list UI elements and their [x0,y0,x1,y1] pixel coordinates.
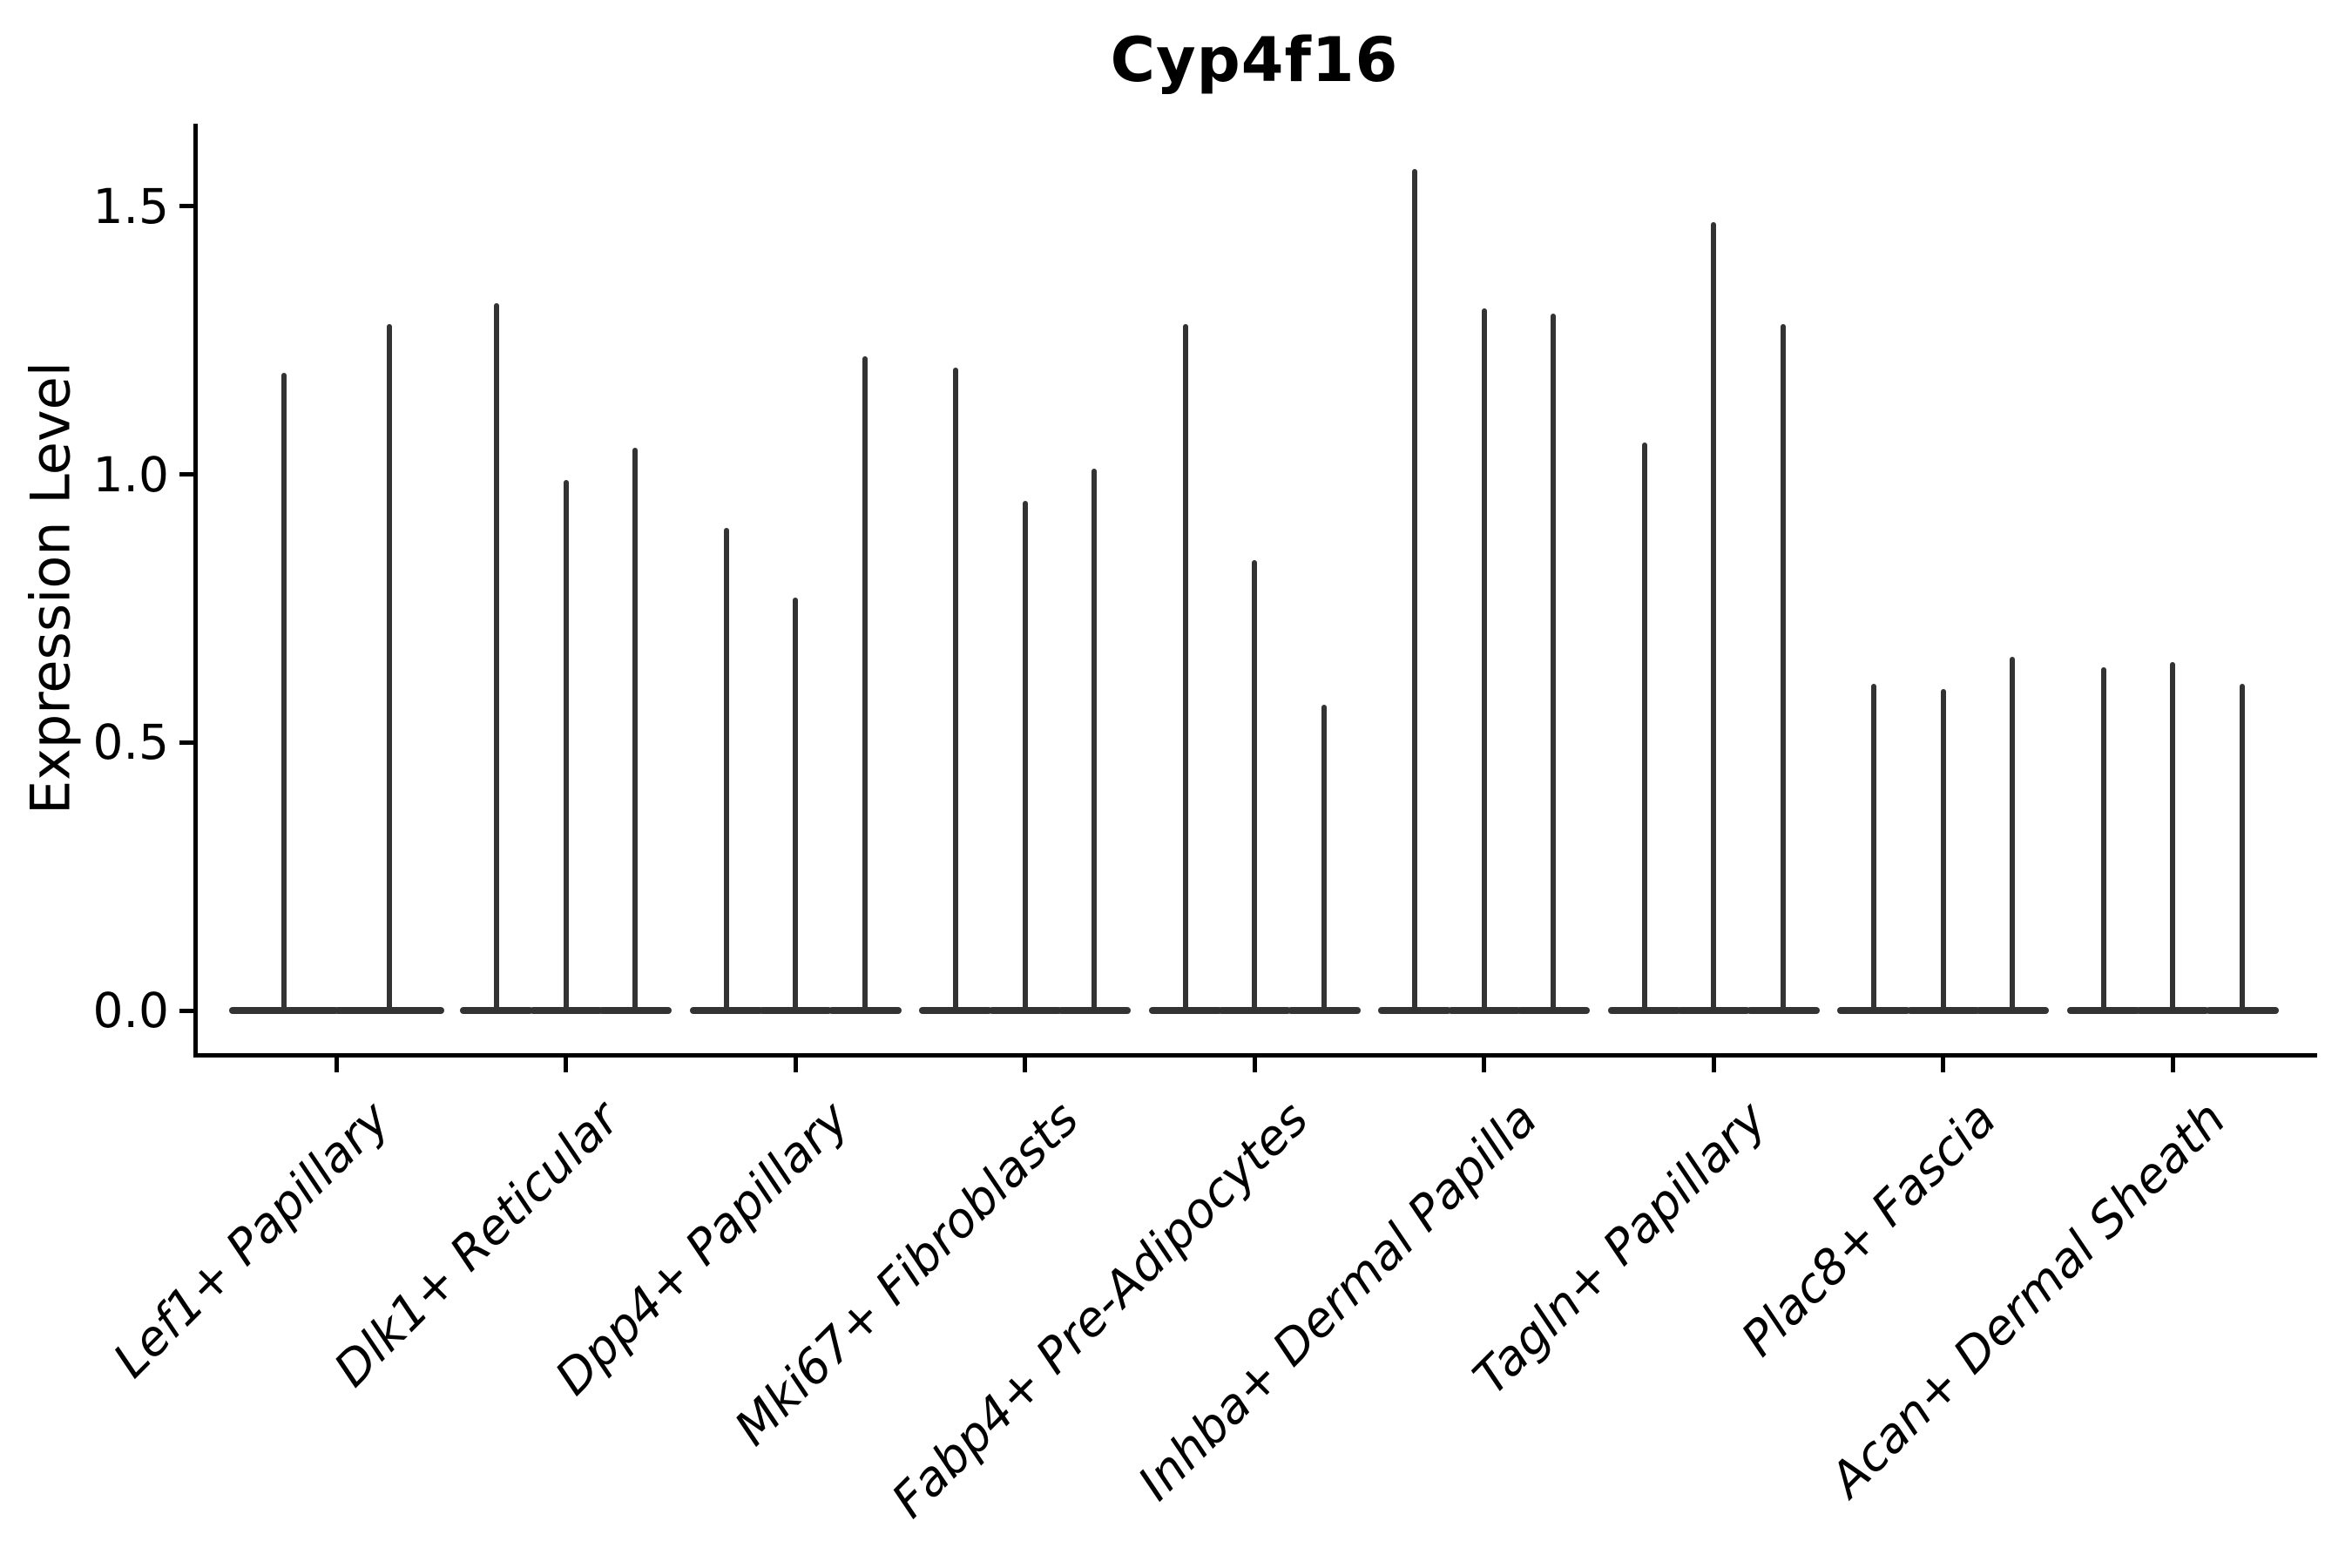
y-tick-label: 1.0 [92,446,169,503]
y-tick-label: 1.5 [92,178,169,234]
violin-spike [1481,308,1487,1010]
violin-baseline-disk [919,1007,992,1014]
violin-baseline-disk [1607,1007,1681,1014]
violin-spike [1252,560,1257,1010]
x-axis-tick [334,1058,339,1072]
violin-spike [494,302,499,1010]
y-axis-tick [179,740,193,745]
violin-baseline-disk [1976,1007,2049,1014]
violin-spike [2239,683,2245,1010]
violin-spike [280,372,287,1010]
violin-spike [1711,222,1716,1010]
violin-baseline-disk [1837,1007,1910,1014]
violin-spike [563,479,569,1010]
x-axis-tick [1711,1058,1716,1072]
violin-spike [1412,168,1417,1010]
y-tick-label: 0.0 [92,983,169,1038]
x-axis-tick [793,1058,798,1072]
violin-baseline-disk [228,1007,339,1014]
violin-spike [1022,501,1028,1010]
violin-spike [2010,656,2015,1010]
violin-baseline-disk [1287,1007,1361,1014]
y-axis-tick [179,472,193,477]
violin-spike [1551,313,1556,1010]
x-axis-tick [1482,1058,1486,1072]
x-axis-tick [1252,1058,1257,1072]
y-tick-label: 0.5 [92,714,169,771]
violin-spike [862,356,868,1010]
violin-baseline-disk [759,1007,832,1014]
violin-spike [2170,661,2175,1010]
violin-baseline-disk [334,1007,444,1014]
violin-baseline-disk [1058,1007,1131,1014]
x-axis-tick [1023,1058,1027,1072]
violin-spike [793,598,798,1010]
x-axis-tick [564,1058,568,1072]
y-axis-label: Expression Level [18,362,83,814]
plot-area [193,124,2317,1058]
violin-spike [632,447,638,1010]
violin-spike [1940,688,1946,1010]
violin-baseline-disk [2136,1007,2209,1014]
violin-spike [1871,683,1876,1010]
chart-title: Cyp4f16 [1110,24,1399,96]
x-tick-label: Inhba+ Dermal Papilla [1127,1091,1548,1511]
violin-baseline-disk [1906,1007,1980,1014]
violin-baseline-disk [1218,1007,1291,1014]
violin-spike [953,367,958,1010]
y-axis-tick [179,1008,193,1013]
violin-baseline-disk [1517,1007,1590,1014]
violin-baseline-disk [1677,1007,1750,1014]
y-axis-tick [179,204,193,209]
violin-spike [2100,667,2106,1010]
violin-spike [386,324,392,1010]
violin-baseline-disk [529,1007,603,1014]
x-axis-tick [2170,1058,2175,1072]
violin-baseline-disk [1746,1007,1820,1014]
violin-baseline-disk [1378,1007,1451,1014]
violin-spike [1092,469,1097,1010]
x-tick-label: Acan+ Dermal Sheath [1819,1091,2237,1508]
violin-spike [1641,442,1647,1010]
violin-baseline-disk [2066,1007,2140,1014]
violin-baseline-disk [988,1007,1062,1014]
violin-baseline-disk [828,1007,902,1014]
violin-spike [1182,324,1188,1010]
violin-baseline-disk [2205,1007,2279,1014]
violin-spike [723,528,729,1010]
violin-baseline-disk [460,1007,533,1014]
violin-spike [1321,705,1327,1010]
violin-baseline-disk [689,1007,763,1014]
violin-spike [1780,324,1786,1010]
violin-baseline-disk [598,1007,672,1014]
violin-baseline-disk [1447,1007,1521,1014]
x-axis-tick [1941,1058,1945,1072]
x-tick-label: Fabp4+ Pre-Adipocytes [880,1091,1319,1529]
violin-baseline-disk [1148,1007,1222,1014]
